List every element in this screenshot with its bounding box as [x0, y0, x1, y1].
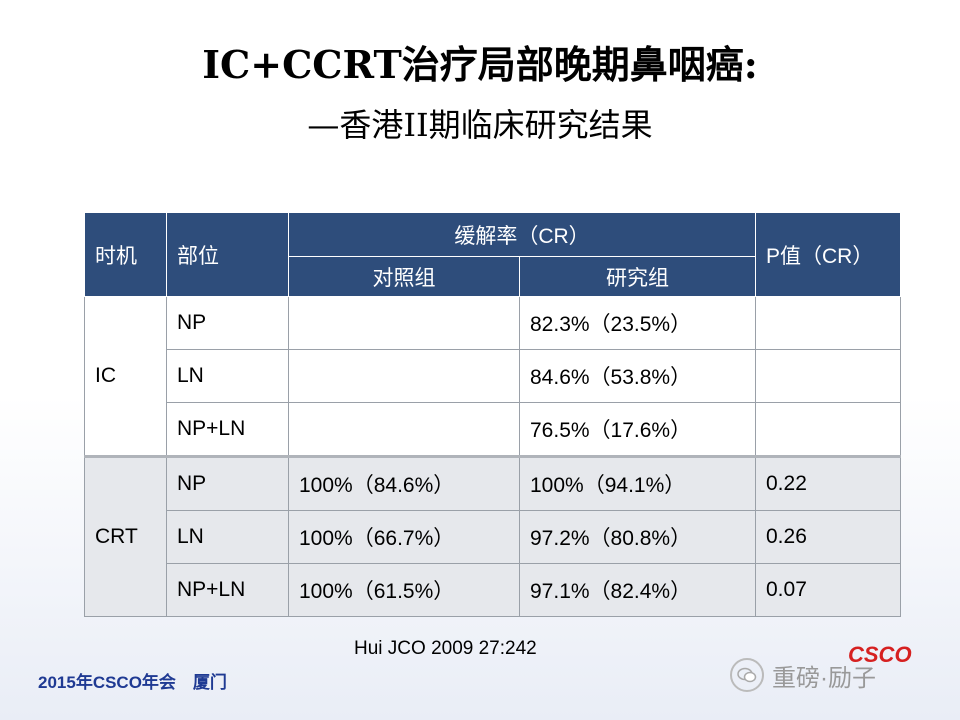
- header-timing: 时机: [84, 212, 167, 297]
- cell-site: NP+LN: [166, 402, 289, 457]
- crt-group: CRT NP 100%（84.6%） 100%（94.1%） 0.22 LN 1…: [84, 455, 901, 617]
- cell-site: NP+LN: [166, 563, 289, 617]
- group-label-ic: IC: [84, 296, 167, 457]
- cell-pvalue: 0.07: [755, 563, 901, 617]
- slide-subtitle: —香港II期临床研究结果: [307, 106, 653, 144]
- cell-control: 100%（66.7%）: [288, 510, 520, 564]
- table-row: LN 84.6%（53.8%）: [85, 349, 901, 403]
- cell-pvalue: 0.22: [755, 455, 901, 511]
- cell-study: 82.3%（23.5%）: [519, 296, 756, 350]
- header-study-group: 研究组: [519, 256, 756, 297]
- table-row: NP+LN 76.5%（17.6%）: [85, 402, 901, 457]
- table-row: IC NP 82.3%（23.5%）: [84, 296, 901, 457]
- ic-group: IC NP 82.3%（23.5%） LN 84.6%（53.8%） NP+LN…: [84, 296, 901, 457]
- table-row: CRT NP 100%（84.6%） 100%（94.1%） 0.22: [84, 455, 901, 617]
- cell-control: [288, 296, 520, 350]
- watermark: 重磅·励子 CSCO: [730, 642, 945, 700]
- watermark-text: 重磅·励子: [772, 664, 876, 692]
- results-table: 时机 部位 缓解率（CR） P值（CR） 对照组 研究组 IC NP 82.3%…: [84, 212, 901, 617]
- table-row: NP+LN 100%（61.5%） 97.1%（82.4%） 0.07: [85, 563, 901, 617]
- cell-control: 100%（84.6%）: [288, 455, 520, 511]
- cell-site: NP: [166, 455, 289, 511]
- wechat-icon: [730, 658, 764, 692]
- cell-pvalue: [755, 402, 901, 457]
- cell-study: 76.5%（17.6%）: [519, 402, 756, 457]
- header-remission-rate: 缓解率（CR）: [288, 212, 756, 257]
- header-site: 部位: [166, 212, 289, 297]
- cell-pvalue: 0.26: [755, 510, 901, 564]
- footer-conference: 2015年CSCO年会 厦门: [38, 673, 227, 692]
- header-control-group: 对照组: [288, 256, 520, 297]
- cell-pvalue: [755, 349, 901, 403]
- cell-control: [288, 349, 520, 403]
- cell-study: 100%（94.1%）: [519, 455, 756, 511]
- slide-title: IC+CCRT治疗局部晚期鼻咽癌:: [202, 42, 758, 87]
- cell-control: [288, 402, 520, 457]
- reference-citation: Hui JCO 2009 27:242: [354, 638, 537, 659]
- cell-site: NP: [166, 296, 289, 350]
- cell-control: 100%（61.5%）: [288, 563, 520, 617]
- cell-pvalue: [755, 296, 901, 350]
- cell-study: 97.1%（82.4%）: [519, 563, 756, 617]
- cell-study: 97.2%（80.8%）: [519, 510, 756, 564]
- cell-site: LN: [166, 510, 289, 564]
- cell-site: LN: [166, 349, 289, 403]
- csco-logo: CSCO: [848, 642, 912, 667]
- header-pvalue: P值（CR）: [755, 212, 901, 297]
- group-label-crt: CRT: [84, 455, 167, 617]
- cell-study: 84.6%（53.8%）: [519, 349, 756, 403]
- table-row: LN 100%（66.7%） 97.2%（80.8%） 0.26: [85, 510, 901, 564]
